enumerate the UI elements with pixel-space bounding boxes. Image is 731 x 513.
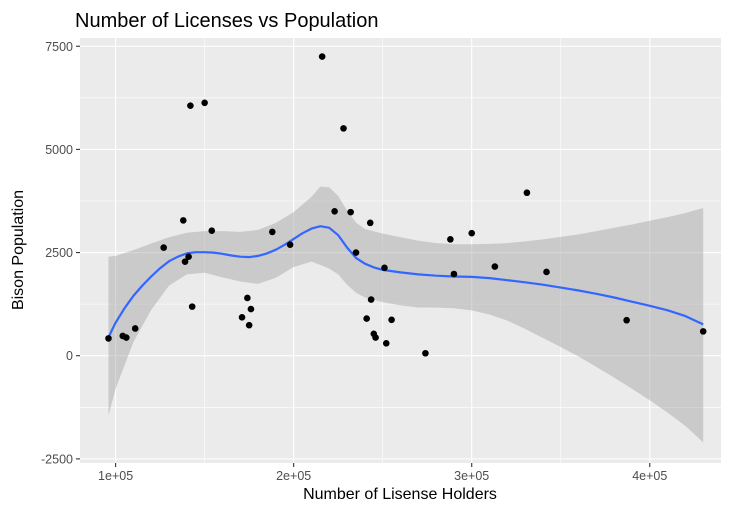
data-point-15 [247,305,255,313]
x-tick-label-2: 3e+05 [454,469,489,483]
data-point-13 [244,294,251,302]
data-point-11 [208,227,216,234]
y-tick-label-4: 7500 [45,40,73,54]
y-axis: -2500 0 2500 5000 7500 [41,40,80,466]
plot-panel [80,38,721,463]
x-tick-label-0: 1e+05 [98,469,133,483]
data-point-20 [340,125,347,132]
y-tick-label-2: 2500 [45,246,73,260]
data-point-4 [160,244,167,251]
data-point-18 [318,53,326,60]
data-point-9 [188,303,196,310]
data-point-22 [352,249,360,256]
data-point-3 [131,325,139,332]
data-point-36 [523,189,531,197]
data-point-37 [543,268,550,276]
smooth-line [107,225,704,338]
data-point-19 [331,208,338,215]
x-axis: 1e+05 2e+05 3e+05 4e+05 [98,463,667,483]
data-point-30 [388,316,395,324]
data-point-17 [286,241,294,249]
data-point-14 [245,321,253,329]
minor-gridlines [80,38,721,463]
data-point-8 [187,102,194,109]
chart-title: Number of Licenses vs Population [75,10,379,32]
confidence-band-layer [108,186,704,443]
x-tick-label-3: 4e+05 [632,469,667,483]
points-layer [105,53,707,357]
data-point-16 [269,228,276,236]
data-point-23 [363,315,370,322]
data-point-10 [201,99,208,107]
data-point-32 [447,236,454,243]
y-tick-label-0: -2500 [41,452,73,466]
data-point-5 [179,217,187,224]
data-point-34 [468,229,476,237]
smooth-line-layer [107,225,704,338]
y-axis-title: Bison Population [10,190,27,310]
data-point-31 [422,349,429,357]
confidence-band [108,186,704,443]
major-gridlines [80,38,721,463]
data-point-0 [105,335,112,342]
data-point-33 [450,270,458,278]
data-point-2 [122,334,130,341]
data-point-12 [238,314,246,321]
x-axis-title: Number of Lisense Holders [303,486,497,503]
data-point-28 [381,264,388,272]
y-tick-label-1: 0 [66,349,73,363]
data-point-35 [491,263,499,270]
data-point-21 [347,208,354,216]
data-point-24 [366,219,374,227]
y-tick-label-3: 5000 [45,143,73,157]
data-point-39 [699,328,707,335]
data-point-25 [367,296,375,303]
data-point-29 [382,340,390,347]
data-point-7 [185,253,192,260]
data-point-27 [372,334,379,341]
data-point-6 [181,258,189,265]
x-tick-label-1: 2e+05 [276,469,311,483]
data-point-38 [623,316,630,324]
